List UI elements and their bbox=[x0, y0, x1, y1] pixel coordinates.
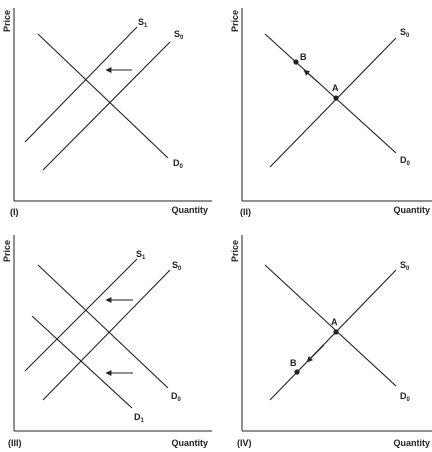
demand-curve-d1 bbox=[31, 315, 133, 409]
y-axis-label: Price bbox=[230, 240, 240, 262]
point-label-a: A bbox=[332, 83, 339, 93]
panel-4: Price Quantity (IV) A B S0 D0 bbox=[230, 235, 432, 448]
curve-label-d0: D0 bbox=[171, 391, 182, 403]
point-b bbox=[293, 59, 299, 65]
demand-curve-d0 bbox=[264, 33, 397, 154]
demand-curve-d0 bbox=[37, 264, 169, 389]
panel-label: (III) bbox=[8, 438, 22, 448]
panel-label: (I) bbox=[10, 207, 19, 217]
panel-label: (II) bbox=[240, 207, 251, 217]
curve-label-s0: S0 bbox=[174, 29, 184, 41]
point-label-a: A bbox=[331, 317, 338, 327]
curve-label-s0: S0 bbox=[400, 260, 410, 272]
supply-curve-s0 bbox=[42, 269, 171, 401]
x-axis-label: Quantity bbox=[393, 205, 430, 215]
curve-label-d0: D0 bbox=[173, 158, 184, 170]
curve-label-d0: D0 bbox=[400, 155, 411, 167]
panel-2: Price Quantity (II) A B S0 D0 bbox=[230, 8, 432, 217]
y-axis-label: Price bbox=[2, 10, 12, 32]
panel-label: (IV) bbox=[237, 438, 252, 448]
x-axis-label: Quantity bbox=[393, 438, 430, 448]
x-axis-label: Quantity bbox=[171, 205, 208, 215]
y-axis-label: Price bbox=[2, 240, 12, 262]
demand-curve-d0 bbox=[37, 33, 169, 159]
curve-label-s0: S0 bbox=[172, 260, 182, 272]
curve-label-d1: D1 bbox=[134, 412, 145, 424]
curve-label-s0: S0 bbox=[400, 27, 410, 39]
point-b bbox=[294, 369, 300, 375]
point-a bbox=[333, 329, 339, 335]
point-a bbox=[333, 95, 339, 101]
supply-curve-s1 bbox=[24, 258, 138, 372]
x-axis-label: Quantity bbox=[171, 438, 208, 448]
demand-curve-d0 bbox=[264, 264, 397, 387]
supply-curve-s0 bbox=[269, 37, 397, 168]
curve-label-d0: D0 bbox=[400, 391, 411, 403]
supply-curve-s0 bbox=[269, 269, 397, 401]
point-label-b: B bbox=[300, 52, 307, 62]
panel-3: Price Quantity (III) S1 S0 D0 D1 bbox=[2, 235, 212, 448]
y-axis-label: Price bbox=[230, 10, 240, 32]
supply-curve-s1 bbox=[24, 26, 138, 143]
movement-arrow bbox=[306, 344, 325, 363]
curve-label-s1: S1 bbox=[136, 249, 146, 261]
supply-curve-s0 bbox=[42, 41, 171, 171]
curve-label-s1: S1 bbox=[138, 17, 148, 29]
movement-arrow bbox=[303, 69, 320, 84]
panel-1: Price Quantity (I) S1 S0 D0 bbox=[2, 8, 212, 217]
point-label-b: B bbox=[290, 358, 297, 368]
